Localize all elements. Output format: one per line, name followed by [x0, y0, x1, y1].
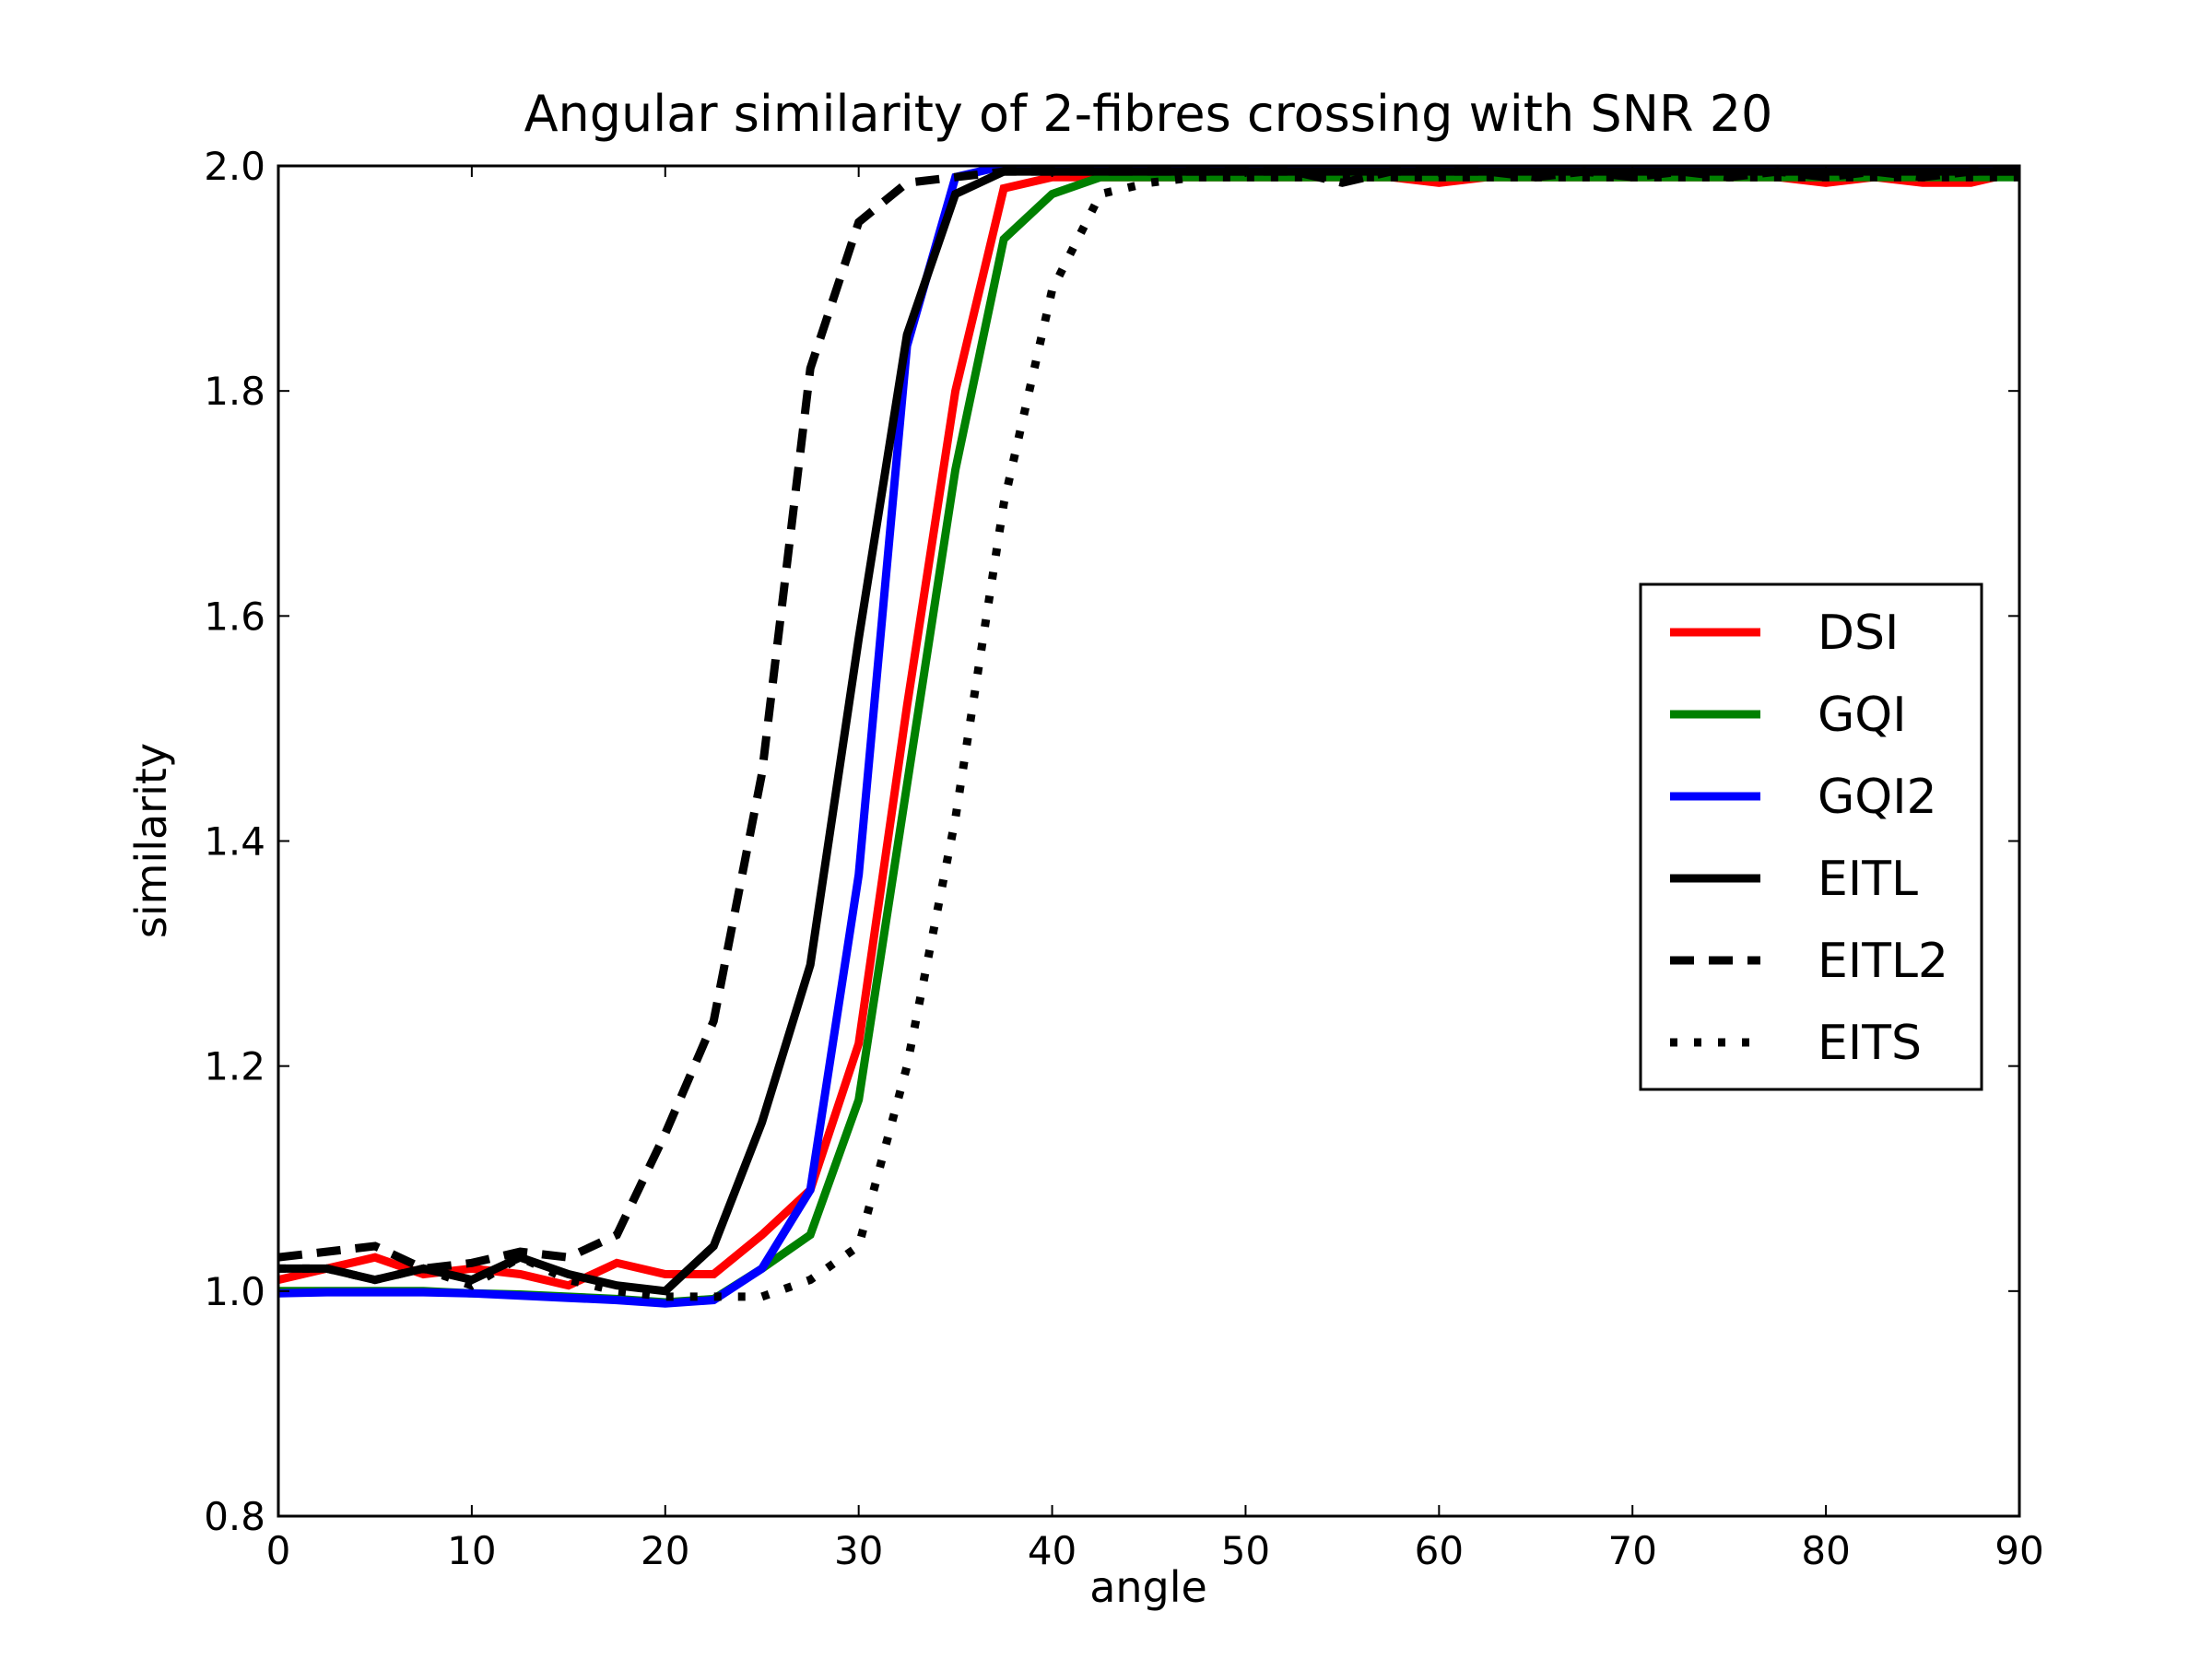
x-tick-label: 0 — [266, 1528, 291, 1573]
legend-frame — [1639, 582, 1983, 1091]
x-tick-label: 90 — [1994, 1528, 2043, 1573]
legend-label-gqi: GQI — [1818, 688, 1907, 743]
x-tick-label: 40 — [1028, 1528, 1077, 1573]
y-tick-label: 2.0 — [204, 144, 265, 189]
x-tick-label: 70 — [1607, 1528, 1656, 1573]
x-tick-label: 50 — [1221, 1528, 1270, 1573]
chart-title: Angular similarity of 2-fibres crossing … — [524, 85, 1773, 143]
series-line-eits — [278, 172, 2019, 1301]
legend-label-eitl: EITL — [1818, 852, 1918, 907]
x-tick-label: 30 — [834, 1528, 883, 1573]
y-tick-label: 0.8 — [204, 1494, 265, 1539]
legend-label-dsi: DSI — [1818, 606, 1899, 661]
legend: DSI GQI GQI2 EITL EITL2 EITS — [1639, 582, 1983, 1091]
x-tick-label: 60 — [1415, 1528, 1464, 1573]
y-axis-label: similarity — [126, 743, 176, 938]
x-tick-label: 20 — [641, 1528, 689, 1573]
y-tick-label: 1.2 — [204, 1044, 265, 1089]
y-tick-label: 1.0 — [204, 1269, 265, 1314]
legend-label-gqi2: GQI2 — [1818, 770, 1937, 825]
x-axis-label: angle — [1089, 1562, 1207, 1612]
y-tick-label: 1.6 — [204, 594, 265, 639]
legend-label-eits: EITS — [1818, 1016, 1922, 1071]
legend-label-eitl2: EITL2 — [1818, 934, 1948, 989]
plot-series — [278, 166, 2019, 1308]
axis-ticks: 0 10 20 30 40 50 60 70 80 90 0.8 1.0 1.2 1.4 1.6 1.8 2.0 — [204, 144, 2044, 1573]
x-tick-label: 80 — [1801, 1528, 1850, 1573]
y-tick-label: 1.8 — [204, 369, 265, 414]
x-tick-label: 10 — [447, 1528, 496, 1573]
y-tick-label: 1.4 — [204, 819, 265, 865]
series-line-gqi2 — [278, 166, 2019, 1308]
